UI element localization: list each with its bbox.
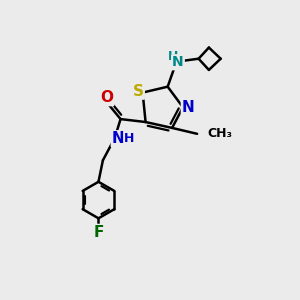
Text: F: F bbox=[93, 225, 104, 240]
Text: N: N bbox=[172, 55, 184, 69]
Text: S: S bbox=[133, 84, 144, 99]
Text: H: H bbox=[124, 132, 135, 145]
Text: CH₃: CH₃ bbox=[207, 127, 232, 140]
Text: N: N bbox=[112, 131, 124, 146]
Text: N: N bbox=[182, 100, 195, 115]
Text: H: H bbox=[168, 50, 178, 63]
Text: O: O bbox=[100, 90, 113, 105]
